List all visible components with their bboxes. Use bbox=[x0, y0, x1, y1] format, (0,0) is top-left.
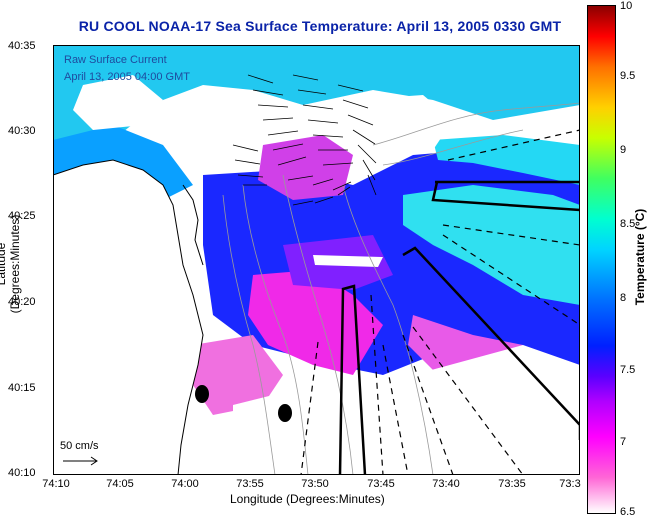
x-axis-label: Longitude (Degrees:Minutes) bbox=[230, 492, 385, 506]
coldest-water-patch-north bbox=[258, 135, 353, 200]
cyan-band bbox=[403, 185, 580, 305]
x-tick: 73:55 bbox=[236, 478, 264, 490]
scale-arrow bbox=[63, 456, 98, 466]
sst-map-svg bbox=[53, 45, 580, 475]
no-data-patch-2 bbox=[353, 95, 453, 153]
colorbar-tick: 7 bbox=[620, 436, 627, 448]
sst-map[interactable] bbox=[53, 45, 580, 475]
x-tick: 73:45 bbox=[367, 478, 395, 490]
colorbar-title: Temperature (°C) bbox=[633, 208, 647, 306]
colorbar-tick: 7.5 bbox=[620, 364, 636, 376]
cyan-band-north bbox=[433, 135, 580, 185]
bathymetry-contours bbox=[222, 102, 580, 475]
warm-water-region bbox=[53, 45, 580, 155]
y-axis-label: Latitude (Degrees:Minutes) bbox=[0, 214, 22, 314]
no-data-patch bbox=[73, 75, 163, 130]
colorbar-tick: 9 bbox=[620, 144, 627, 156]
station-marker bbox=[278, 404, 292, 422]
colorbar-tick: 8 bbox=[620, 292, 627, 304]
coldest-water-patch-west bbox=[193, 335, 283, 415]
legend-line-1: Raw Surface Current bbox=[64, 54, 167, 66]
colorbar-tick: 9.5 bbox=[620, 70, 636, 82]
no-data-patch-4 bbox=[413, 345, 580, 475]
dashed-transects bbox=[300, 129, 580, 475]
y-tick: 40:25 bbox=[8, 210, 36, 222]
no-data-patch-3 bbox=[313, 255, 383, 267]
x-tick: 73:35 bbox=[498, 478, 526, 490]
colorbar-tick: 10 bbox=[620, 0, 633, 12]
y-tick: 40:35 bbox=[8, 40, 36, 52]
x-tick: 74:00 bbox=[171, 478, 199, 490]
colorbar-tick: 6.5 bbox=[620, 506, 636, 518]
y-tick: 40:10 bbox=[8, 467, 36, 479]
barrier-island bbox=[182, 184, 204, 266]
legend-line-2: April 13, 2005 04:00 GMT bbox=[64, 71, 190, 83]
x-tick: 73:50 bbox=[301, 478, 329, 490]
scale-label: 50 cm/s bbox=[60, 440, 99, 452]
map-title: RU COOL NOAA-17 Sea Surface Temperature:… bbox=[78, 18, 562, 34]
y-tick: 40:30 bbox=[8, 125, 36, 137]
y-tick: 40:15 bbox=[8, 382, 36, 394]
x-tick: 74:05 bbox=[106, 478, 134, 490]
x-tick: 73:40 bbox=[432, 478, 460, 490]
x-tick: 73:3 bbox=[559, 478, 581, 490]
colorbar-tick: 8.5 bbox=[620, 218, 636, 230]
x-tick: 74:10 bbox=[42, 478, 70, 490]
coldest-water-patch bbox=[248, 270, 383, 375]
land-area bbox=[53, 159, 204, 475]
temperature-colorbar bbox=[587, 5, 616, 514]
surface-current-vectors bbox=[232, 74, 377, 206]
y-tick: 40:20 bbox=[8, 296, 36, 308]
transect-lines bbox=[338, 180, 580, 475]
station-marker bbox=[195, 385, 209, 403]
